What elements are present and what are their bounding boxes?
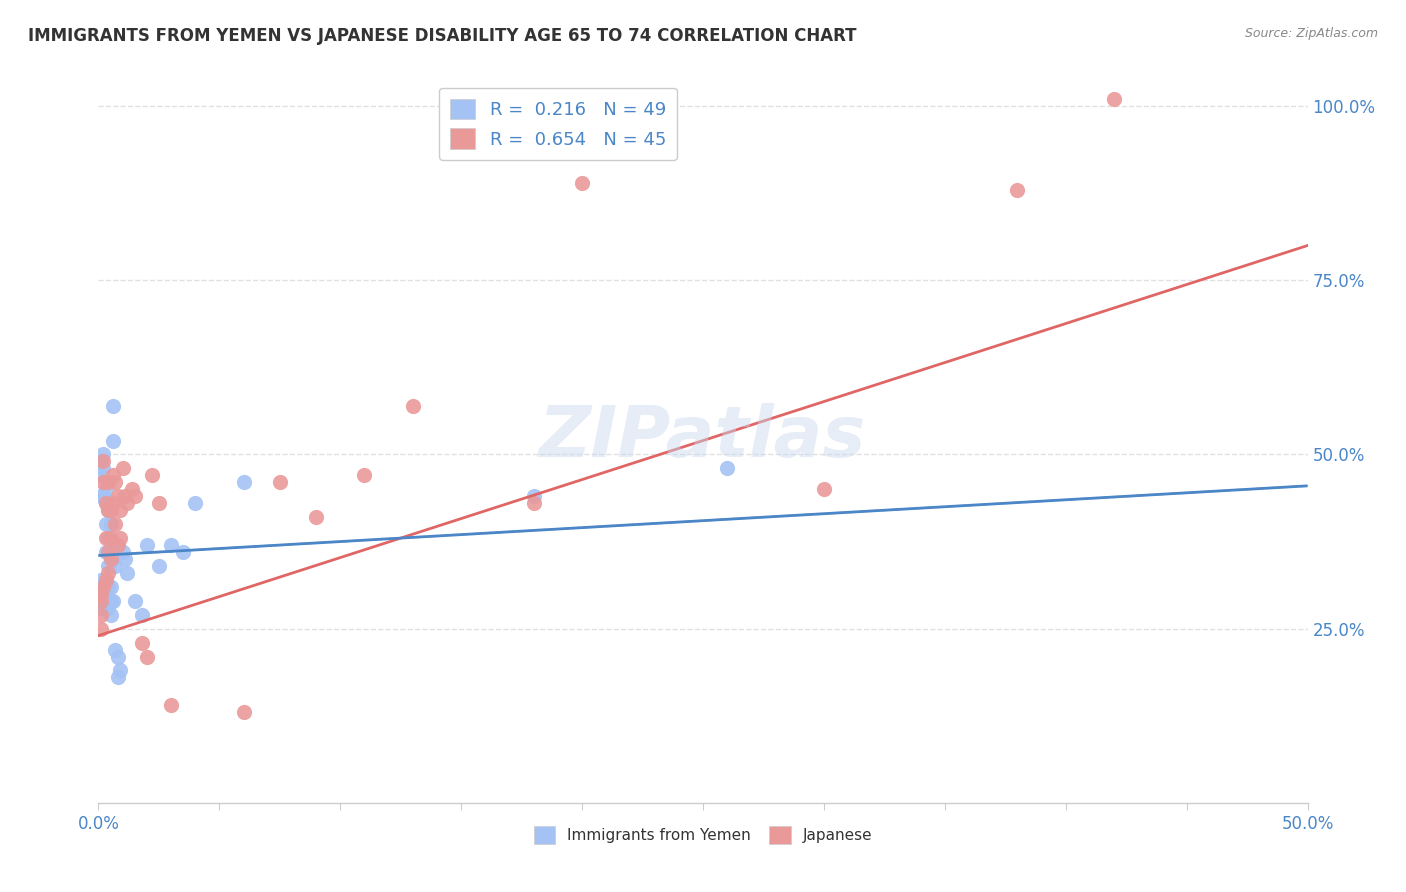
Point <box>100 552 122 566</box>
Point <box>94 496 117 510</box>
Point <box>97 531 120 545</box>
Point <box>91 587 114 601</box>
Point <box>97 503 120 517</box>
Point <box>108 531 131 545</box>
Point <box>94 496 117 510</box>
Point <box>135 538 157 552</box>
Point <box>94 587 117 601</box>
Point <box>90 622 112 636</box>
Point <box>172 545 194 559</box>
Point <box>100 517 122 532</box>
Point <box>100 594 122 608</box>
Point <box>114 552 136 566</box>
Point <box>101 399 124 413</box>
Point <box>91 454 114 468</box>
Point <box>135 649 157 664</box>
Point <box>97 566 120 580</box>
Point <box>91 600 114 615</box>
Point <box>111 545 134 559</box>
Point <box>94 573 117 587</box>
Point <box>813 483 835 497</box>
Point <box>523 489 546 503</box>
Point <box>121 483 143 497</box>
Point <box>402 399 425 413</box>
Point <box>107 649 129 664</box>
Point <box>571 176 593 190</box>
Point <box>131 607 153 622</box>
Point <box>94 545 117 559</box>
Point <box>91 580 114 594</box>
Point <box>108 664 131 678</box>
Text: IMMIGRANTS FROM YEMEN VS JAPANESE DISABILITY AGE 65 TO 74 CORRELATION CHART: IMMIGRANTS FROM YEMEN VS JAPANESE DISABI… <box>28 27 856 45</box>
Point <box>104 517 127 532</box>
Point <box>90 607 112 622</box>
Point <box>90 489 112 503</box>
Point <box>90 573 112 587</box>
Point <box>97 600 120 615</box>
Point <box>100 580 122 594</box>
Point <box>716 461 738 475</box>
Legend: Immigrants from Yemen, Japanese: Immigrants from Yemen, Japanese <box>527 820 879 850</box>
Point <box>100 607 122 622</box>
Point <box>90 600 112 615</box>
Point <box>269 475 291 490</box>
Point <box>97 545 120 559</box>
Point <box>523 496 546 510</box>
Point <box>117 566 139 580</box>
Point <box>160 538 183 552</box>
Point <box>90 468 112 483</box>
Point <box>91 489 114 503</box>
Point <box>1007 183 1029 197</box>
Point <box>148 558 170 573</box>
Point <box>104 642 127 657</box>
Point <box>97 475 120 490</box>
Point <box>111 461 134 475</box>
Point <box>124 489 146 503</box>
Point <box>91 475 114 490</box>
Point <box>1102 92 1125 106</box>
Point <box>91 448 114 462</box>
Point <box>117 496 139 510</box>
Text: Source: ZipAtlas.com: Source: ZipAtlas.com <box>1244 27 1378 40</box>
Point <box>108 503 131 517</box>
Point <box>100 503 122 517</box>
Point <box>148 496 170 510</box>
Point <box>100 531 122 545</box>
Point <box>101 434 124 448</box>
Text: ZIPatlas: ZIPatlas <box>540 402 866 472</box>
Point <box>90 454 112 468</box>
Point <box>104 538 127 552</box>
Point <box>107 670 129 684</box>
Point <box>97 580 120 594</box>
Point <box>97 558 120 573</box>
Point <box>94 483 117 497</box>
Point <box>104 558 127 573</box>
Point <box>104 475 127 490</box>
Point <box>107 489 129 503</box>
Point <box>184 496 207 510</box>
Point <box>131 635 153 649</box>
Point <box>101 468 124 483</box>
Point <box>94 517 117 532</box>
Point <box>90 594 112 608</box>
Point <box>353 468 375 483</box>
Point <box>114 489 136 503</box>
Point <box>160 698 183 713</box>
Point <box>141 468 163 483</box>
Point <box>94 531 117 545</box>
Point <box>94 573 117 587</box>
Point <box>232 705 254 719</box>
Point <box>305 510 328 524</box>
Point <box>101 496 124 510</box>
Point <box>232 475 254 490</box>
Point <box>107 538 129 552</box>
Point <box>90 587 112 601</box>
Point <box>97 503 120 517</box>
Point <box>91 461 114 475</box>
Point <box>100 552 122 566</box>
Point <box>91 580 114 594</box>
Point <box>124 594 146 608</box>
Point <box>101 594 124 608</box>
